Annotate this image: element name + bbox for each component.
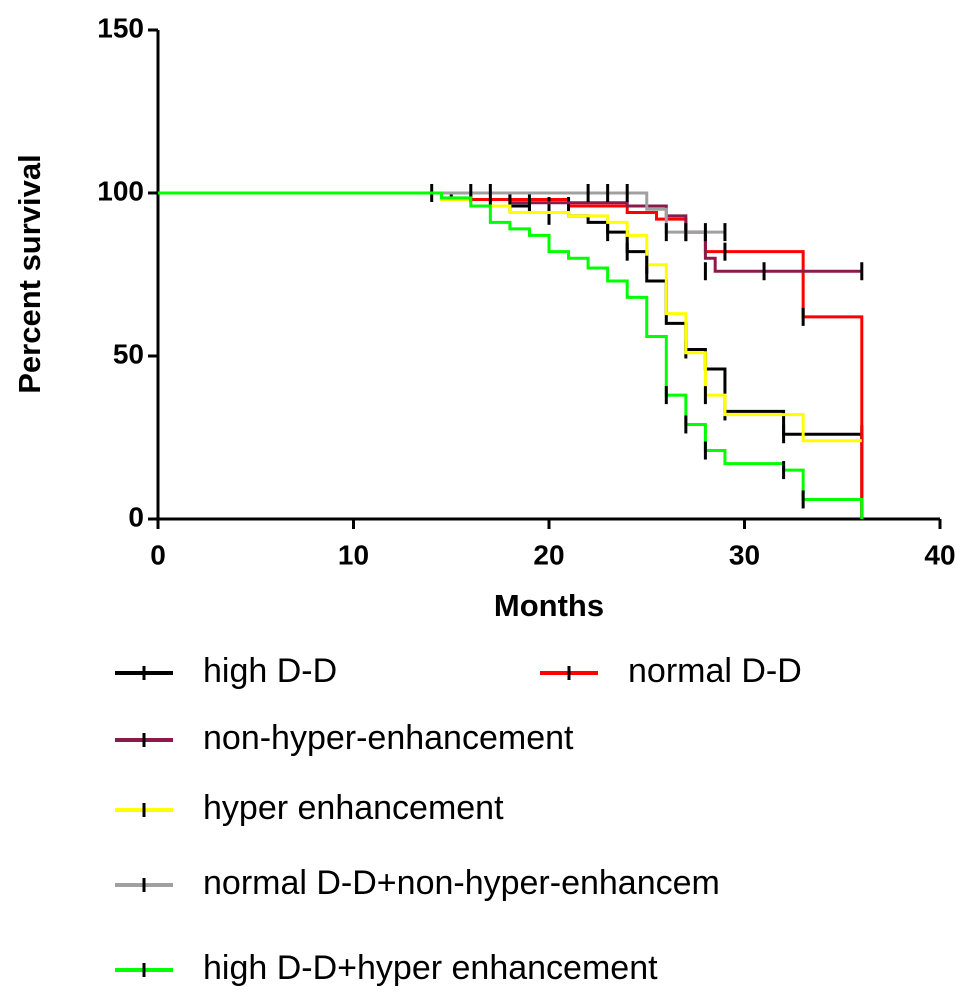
- legend-label: normal D-D: [628, 652, 802, 690]
- x-tick-label: 0: [150, 539, 166, 570]
- x-axis-label: Months: [494, 588, 604, 623]
- x-tick-label: 40: [924, 539, 955, 570]
- x-tick-label: 20: [533, 539, 564, 570]
- y-axis-label: Percent survival: [12, 154, 47, 394]
- y-tick-label: 150: [97, 12, 144, 43]
- survival-curve: [158, 191, 864, 519]
- survival-curve: [158, 191, 864, 519]
- y-tick-label: 50: [113, 338, 144, 369]
- legend-label: normal D-D+non-hyper-enhancem: [203, 864, 720, 902]
- x-tick-label: 30: [729, 539, 760, 570]
- legend-label: non-hyper-enhancement: [203, 719, 574, 757]
- legend-label: hyper enhancement: [203, 789, 504, 827]
- legend-label: high D-D: [203, 652, 337, 690]
- y-tick-label: 0: [128, 501, 144, 532]
- legend-label: high D-D+hyper enhancement: [203, 949, 658, 987]
- x-tick-label: 10: [338, 539, 369, 570]
- y-tick-label: 100: [97, 175, 144, 206]
- survival-curve: [158, 191, 864, 519]
- survival-curve: [158, 191, 725, 234]
